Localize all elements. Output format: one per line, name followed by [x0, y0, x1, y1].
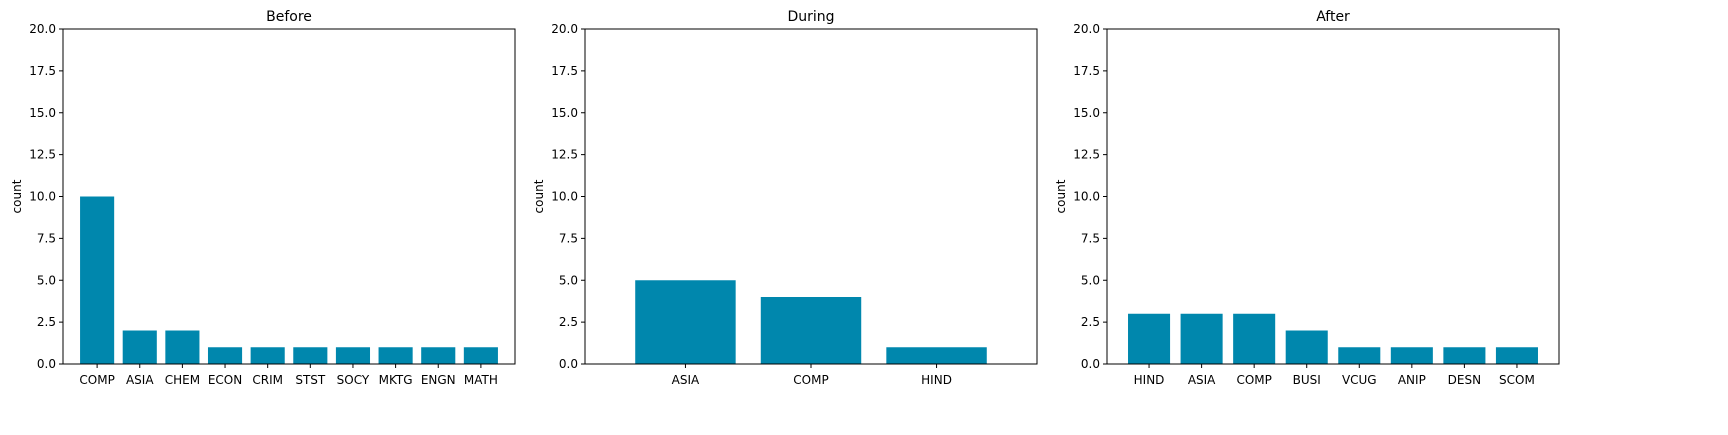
y-tick-label: 12.5	[551, 148, 578, 162]
y-tick-label: 12.5	[29, 148, 56, 162]
x-tick-label-vcug: VCUG	[1342, 373, 1377, 387]
bar-engn	[421, 347, 456, 364]
y-tick-label: 7.5	[37, 231, 56, 245]
x-tick-label-comp: COMP	[1236, 373, 1271, 387]
x-tick-label-hind: HIND	[1134, 373, 1165, 387]
y-tick-label: 20.0	[1073, 22, 1100, 36]
y-axis-label: count	[10, 179, 24, 213]
y-tick-label: 12.5	[1073, 148, 1100, 162]
bar-hind	[1128, 313, 1171, 364]
y-tick-label: 7.5	[559, 231, 578, 245]
chart-title: Before	[266, 9, 312, 25]
y-tick-label: 2.5	[1081, 315, 1100, 329]
bar-econ	[207, 347, 243, 364]
chart-title: During	[787, 9, 834, 25]
bar-asia	[122, 330, 157, 364]
y-tick-label: 0.0	[1081, 357, 1100, 371]
y-tick-label: 15.0	[29, 106, 56, 120]
x-tick-label-econ: ECON	[208, 373, 242, 387]
y-tick-label: 10.0	[551, 190, 578, 204]
y-tick-label: 10.0	[29, 190, 56, 204]
x-tick-label-desn: DESN	[1448, 373, 1481, 387]
x-tick-label-engn: ENGN	[421, 373, 456, 387]
x-tick-label-chem: CHEM	[165, 373, 200, 387]
x-tick-label-mktg: MKTG	[379, 373, 413, 387]
bar-hind	[886, 347, 987, 364]
chart-title: After	[1316, 9, 1350, 25]
y-tick-label: 5.0	[559, 273, 578, 287]
bar-stst	[293, 347, 328, 364]
y-tick-label: 5.0	[1081, 273, 1100, 287]
x-tick-label-comp: COMP	[793, 373, 828, 387]
y-tick-label: 10.0	[1073, 190, 1100, 204]
y-tick-label: 2.5	[37, 315, 56, 329]
subplot-before: 0.0 2.5 5.0 7.5 10.0 12.5 15.0 17.5 20.0 COMP ASIA…	[10, 9, 516, 387]
bar-chem	[165, 330, 200, 364]
bar-comp	[80, 196, 115, 364]
axes-frame	[62, 28, 516, 365]
y-tick-label: 7.5	[1081, 231, 1100, 245]
bar-comp	[1233, 313, 1276, 364]
bar-desn	[1443, 347, 1486, 364]
subplot-during: 0.0 2.5 5.0 7.5 10.0 12.5 15.0 17.5 20.0 ASIA COMP…	[532, 9, 1038, 387]
x-tick-label-socy: SOCY	[337, 373, 370, 387]
y-tick-label: 15.0	[551, 106, 578, 120]
y-tick-label: 20.0	[551, 22, 578, 36]
bar-vcug	[1338, 347, 1381, 364]
x-tick-label-scom: SCOM	[1499, 373, 1535, 387]
y-tick-label: 17.5	[551, 64, 578, 78]
bar-asia	[635, 280, 736, 364]
bar-busi	[1285, 330, 1328, 364]
x-tick-label-busi: BUSI	[1293, 373, 1321, 387]
x-tick-label-hind: HIND	[921, 373, 952, 387]
bar-crim	[250, 347, 285, 364]
y-tick-label: 20.0	[29, 22, 56, 36]
x-tick-label-asia: ASIA	[1188, 373, 1216, 387]
x-tick-label-stst: STST	[295, 373, 326, 387]
bar-socy	[335, 347, 371, 364]
x-tick-label-asia: ASIA	[126, 373, 154, 387]
bar-scom	[1495, 347, 1538, 364]
y-tick-label: 2.5	[559, 315, 578, 329]
y-tick-label: 0.0	[559, 357, 578, 371]
y-tick-label: 5.0	[37, 273, 56, 287]
bar-mktg	[378, 347, 413, 364]
y-tick-label: 17.5	[1073, 64, 1100, 78]
y-axis-label: count	[1054, 179, 1068, 213]
subplot-after: 0.0 2.5 5.0 7.5 10.0 12.5 15.0 17.5 20.0 HIND ASIA…	[1054, 9, 1560, 387]
x-tick-label-math: MATH	[464, 373, 498, 387]
x-tick-label-anip: ANIP	[1398, 373, 1426, 387]
y-tick-label: 15.0	[1073, 106, 1100, 120]
x-tick-label-asia: ASIA	[672, 373, 700, 387]
bar-asia	[1180, 313, 1223, 364]
axes-frame	[1106, 28, 1560, 365]
bar-anip	[1390, 347, 1433, 364]
y-tick-label: 17.5	[29, 64, 56, 78]
y-axis-label: count	[532, 179, 546, 213]
y-tick-label: 0.0	[37, 357, 56, 371]
bar-math	[463, 347, 498, 364]
bar-comp	[760, 297, 862, 364]
x-tick-label-crim: CRIM	[252, 373, 283, 387]
x-tick-label-comp: COMP	[79, 373, 114, 387]
